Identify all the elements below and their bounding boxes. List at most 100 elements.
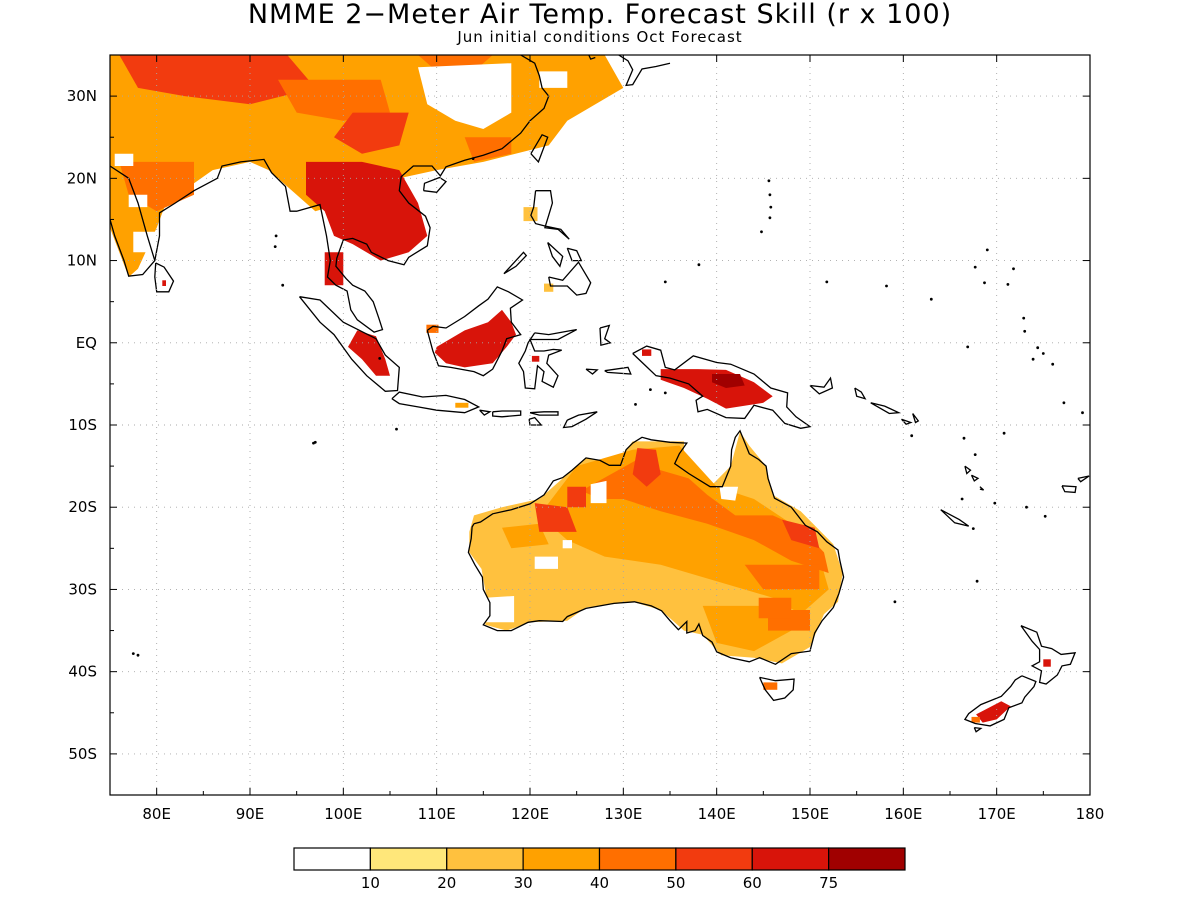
- colorbar-swatch: [369, 847, 448, 871]
- skill-patch: [534, 503, 577, 532]
- lat-tick-label: 30N: [67, 87, 97, 105]
- coastline: [901, 418, 913, 425]
- coastline: [529, 411, 559, 416]
- colorbar-label: 10: [361, 874, 380, 892]
- lon-tick-label: 140E: [698, 805, 736, 823]
- skill-patch: [455, 402, 469, 408]
- skill-patch: [581, 459, 829, 573]
- skill-patch: [306, 161, 428, 261]
- coastline: [632, 345, 812, 429]
- map-title: NMME 2−Meter Air Temp. Forecast Skill (r…: [247, 0, 953, 30]
- lat-tick-label: 20S: [68, 498, 97, 516]
- colorbar: 10 20 30 40 50 60 75: [293, 847, 906, 892]
- island: [1002, 431, 1006, 435]
- coastlines: [110, 55, 1090, 733]
- coastline: [467, 429, 845, 666]
- island: [768, 193, 772, 197]
- island: [395, 427, 398, 431]
- lat-tick-label: 30S: [68, 580, 97, 598]
- island: [1062, 401, 1066, 405]
- coastline: [599, 324, 612, 347]
- colorbar-label: 60: [743, 874, 762, 892]
- lon-tick-label: 160E: [884, 805, 922, 823]
- coastline: [503, 251, 528, 275]
- skill-patch: [502, 523, 549, 549]
- island: [649, 388, 652, 391]
- lon-tick-label: 170E: [978, 805, 1016, 823]
- island: [975, 579, 979, 583]
- colorbar-label: 30: [514, 874, 533, 892]
- low-skill-patch: [590, 480, 607, 504]
- coastline: [604, 366, 632, 375]
- colorbar-swatch: [598, 847, 677, 871]
- low-skill-patch: [485, 596, 515, 623]
- island: [313, 440, 317, 444]
- axis-ticks: 80E 90E 100E 110E 120E 130E 140E 150E 160E 170E 18…: [67, 54, 1105, 823]
- map-subtitle: Jun initial conditions Oct Forecast: [457, 28, 743, 46]
- coastline: [1061, 485, 1077, 494]
- coastline: [566, 247, 583, 262]
- coastline: [964, 465, 972, 475]
- lon-tick-label: 180: [1076, 805, 1105, 823]
- island: [1012, 267, 1015, 271]
- skill-patch: [971, 716, 980, 723]
- skill-patch: [544, 283, 554, 292]
- colorbar-swatch: [522, 847, 601, 871]
- skill-shading: [110, 55, 1051, 723]
- colorbar-label: 20: [437, 874, 456, 892]
- lat-tick-label: EQ: [76, 334, 97, 352]
- coastline: [492, 410, 522, 418]
- skill-patch: [531, 355, 540, 362]
- skill-patch: [324, 252, 344, 286]
- lon-tick-label: 80E: [142, 805, 171, 823]
- island: [885, 284, 888, 288]
- island: [663, 391, 667, 395]
- island: [966, 345, 970, 349]
- low-skill-patch: [128, 194, 148, 208]
- skill-patch: [744, 564, 820, 590]
- coastline: [426, 286, 524, 377]
- island: [1043, 514, 1047, 518]
- colorbar-label: 40: [590, 874, 609, 892]
- coastline: [979, 486, 985, 491]
- coastline: [1020, 624, 1077, 685]
- island: [973, 265, 977, 269]
- coastline: [154, 262, 175, 293]
- island: [1031, 357, 1035, 361]
- coastline: [1077, 475, 1090, 483]
- coastline: [422, 176, 447, 193]
- lon-tick-label: 100E: [324, 805, 362, 823]
- coastline: [618, 55, 671, 87]
- lat-tick-label: 50S: [68, 745, 97, 763]
- island: [960, 497, 964, 501]
- lat-tick-label: 10N: [67, 252, 97, 270]
- coastline: [530, 190, 570, 240]
- island: [1025, 505, 1028, 509]
- lon-tick-label: 120E: [511, 805, 549, 823]
- island: [760, 230, 763, 234]
- low-skill-patch: [719, 486, 739, 501]
- skill-patch: [119, 55, 316, 105]
- coastline: [298, 296, 400, 392]
- island: [1036, 346, 1040, 350]
- coastline: [562, 411, 598, 429]
- island: [825, 280, 829, 284]
- skill-patch: [642, 349, 652, 356]
- island: [378, 357, 382, 360]
- island: [893, 600, 897, 604]
- island: [1022, 316, 1026, 320]
- coastline: [110, 165, 156, 277]
- coastline: [547, 242, 564, 268]
- coastline: [854, 387, 867, 400]
- coastline: [970, 474, 980, 482]
- coastline: [588, 55, 596, 60]
- island: [1051, 362, 1055, 366]
- lon-tick-label: 130E: [604, 805, 642, 823]
- coastline: [585, 368, 599, 375]
- island: [910, 434, 914, 438]
- colorbar-swatch: [675, 847, 753, 871]
- colorbar-swatch: [446, 847, 524, 871]
- skill-patch: [763, 682, 778, 690]
- island: [136, 653, 140, 657]
